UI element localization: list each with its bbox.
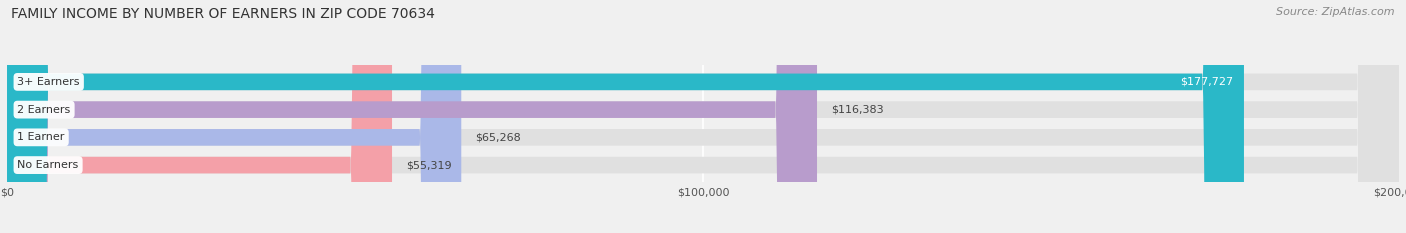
FancyBboxPatch shape — [7, 0, 1399, 233]
FancyBboxPatch shape — [7, 0, 1399, 233]
FancyBboxPatch shape — [7, 0, 817, 233]
FancyBboxPatch shape — [7, 0, 1244, 233]
FancyBboxPatch shape — [7, 0, 461, 233]
Text: 2 Earners: 2 Earners — [17, 105, 70, 115]
FancyBboxPatch shape — [7, 0, 1399, 233]
Text: No Earners: No Earners — [17, 160, 79, 170]
FancyBboxPatch shape — [7, 0, 1399, 233]
Text: FAMILY INCOME BY NUMBER OF EARNERS IN ZIP CODE 70634: FAMILY INCOME BY NUMBER OF EARNERS IN ZI… — [11, 7, 434, 21]
Text: 3+ Earners: 3+ Earners — [17, 77, 80, 87]
Text: $116,383: $116,383 — [831, 105, 883, 115]
Text: $55,319: $55,319 — [406, 160, 451, 170]
FancyBboxPatch shape — [7, 0, 392, 233]
Text: Source: ZipAtlas.com: Source: ZipAtlas.com — [1277, 7, 1395, 17]
Text: $65,268: $65,268 — [475, 132, 522, 142]
Text: 1 Earner: 1 Earner — [17, 132, 65, 142]
Text: $177,727: $177,727 — [1181, 77, 1233, 87]
